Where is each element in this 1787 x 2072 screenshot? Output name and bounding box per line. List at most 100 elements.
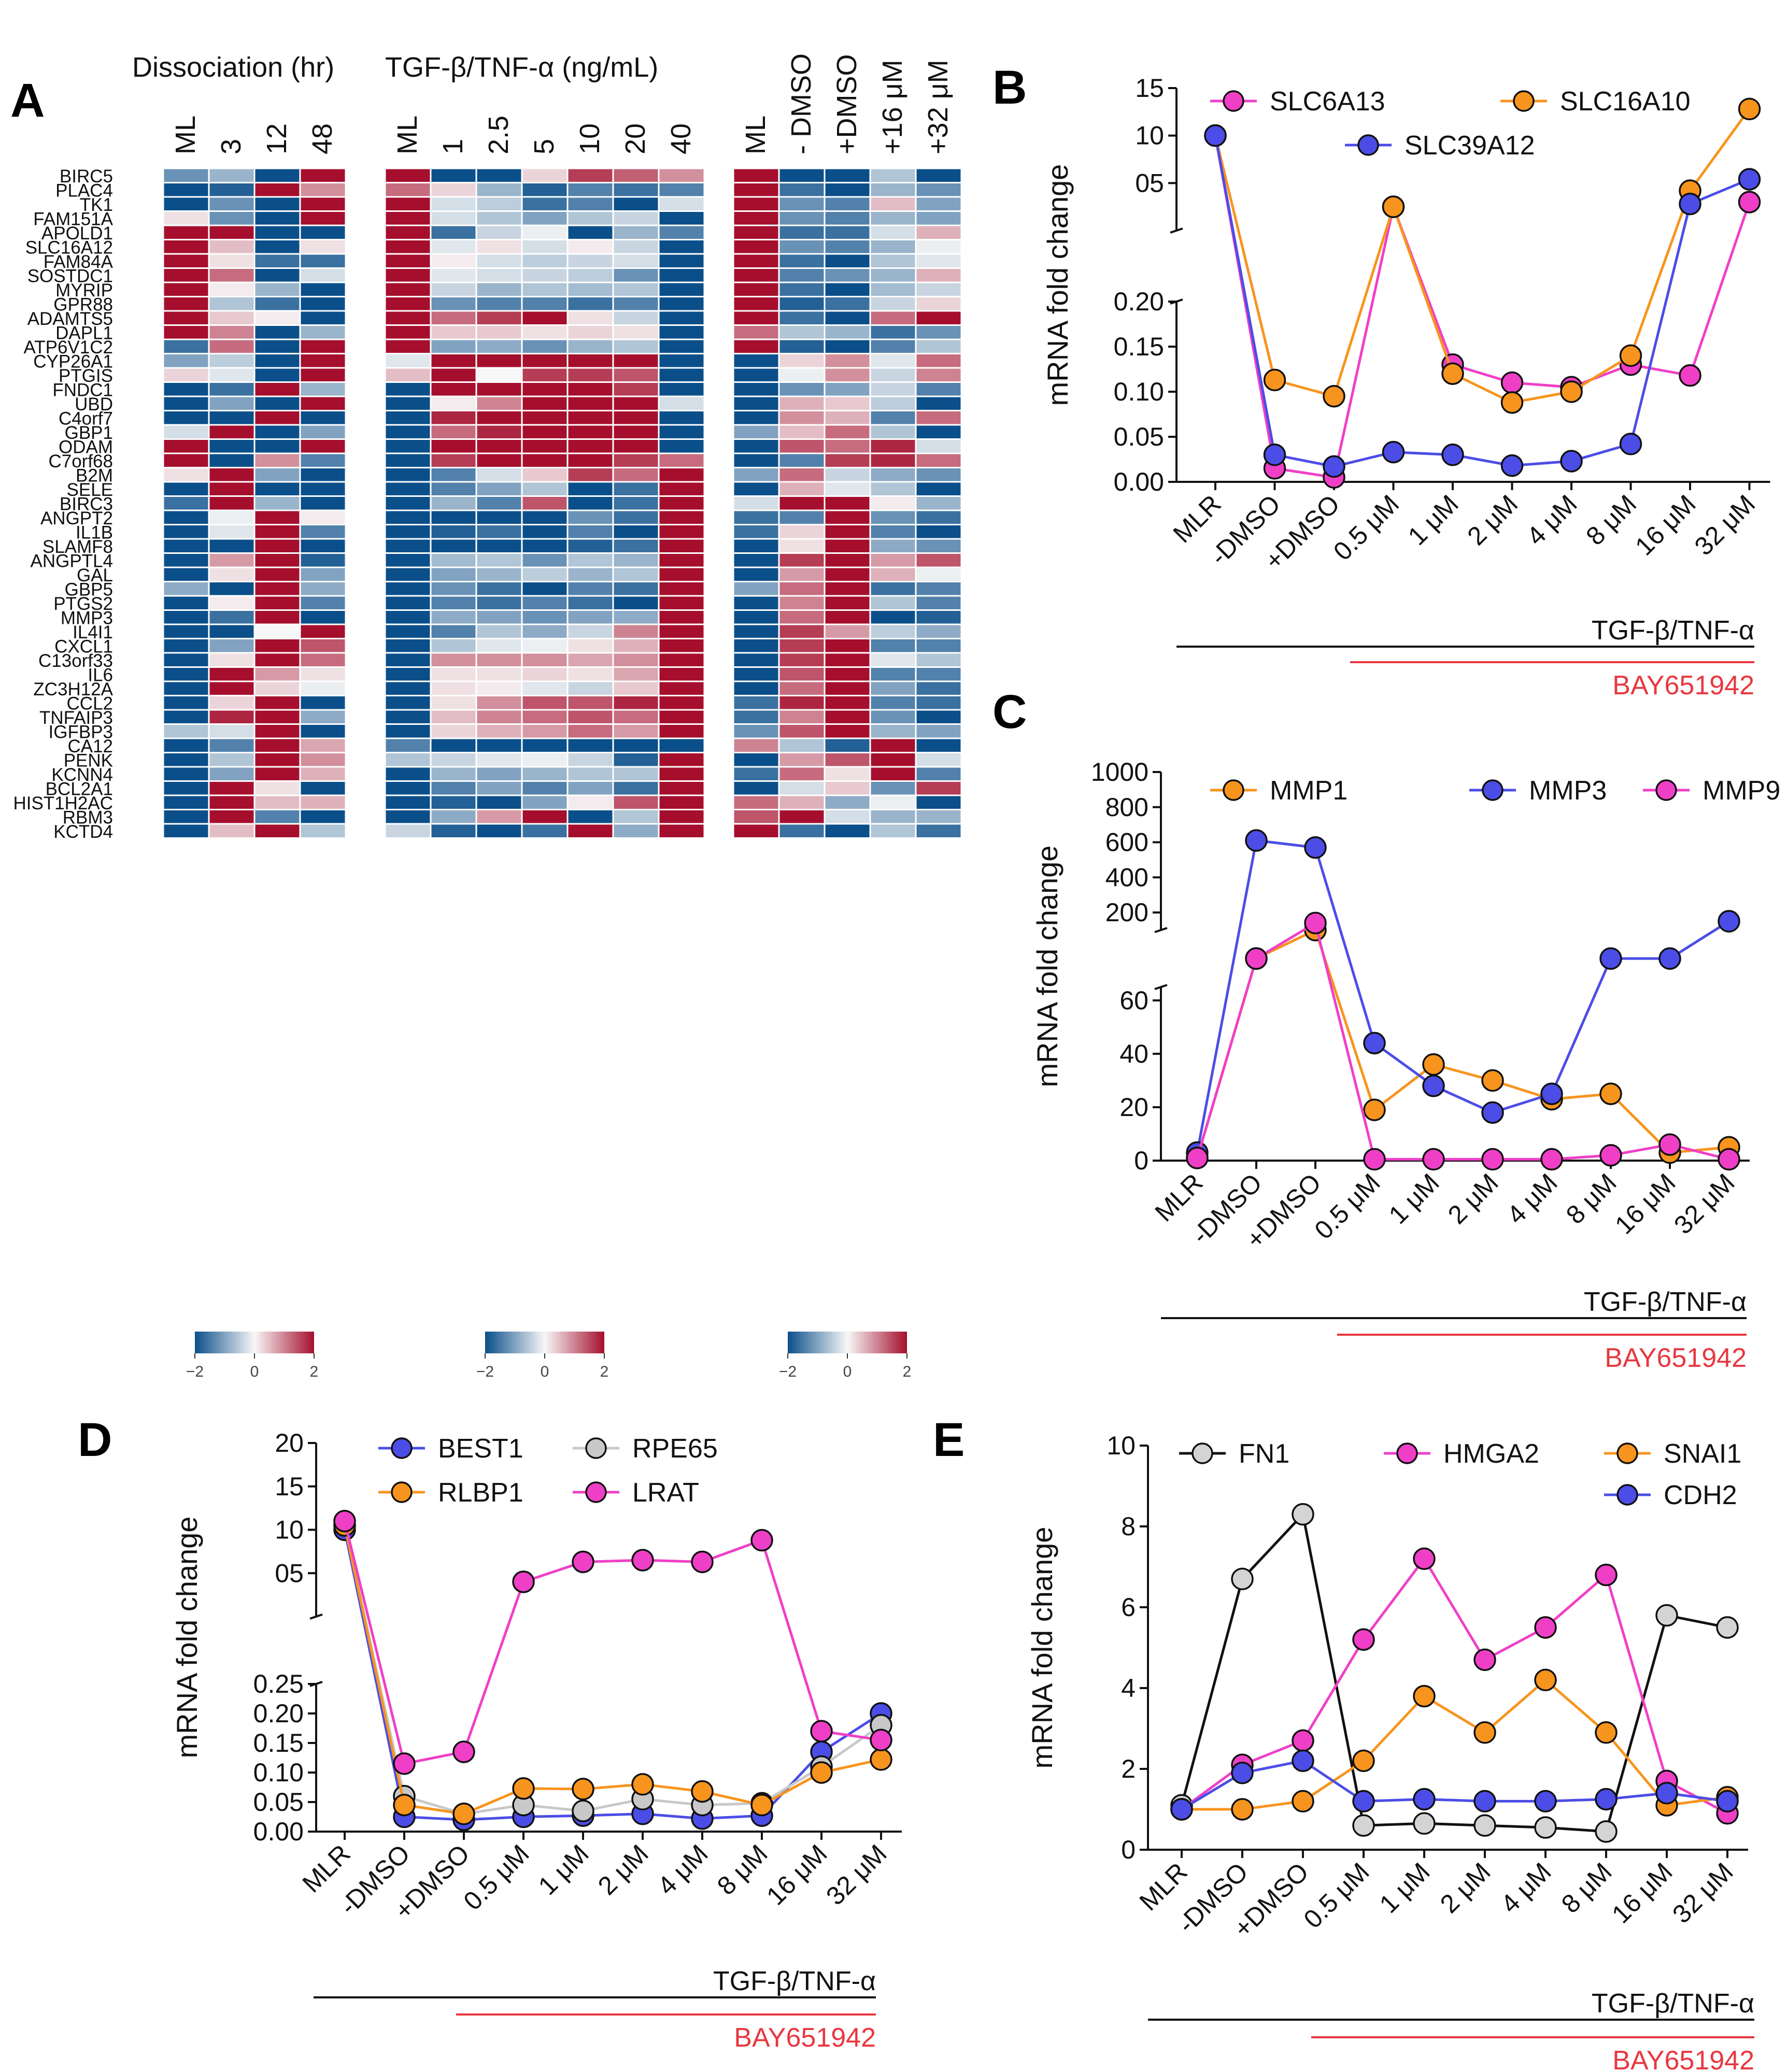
y-tick-label: 15: [1135, 74, 1164, 103]
legend-label: MMP1: [1270, 776, 1348, 806]
y-tick-label: 0.00: [1114, 467, 1164, 496]
heatmap-column-label: 48: [307, 123, 338, 154]
gene-label: MMP3: [61, 608, 113, 628]
heatmap-cell: [778, 780, 826, 796]
y-tick-label: 05: [1135, 168, 1164, 197]
heatmap-cell: [732, 794, 780, 810]
heatmap-cell: [299, 324, 347, 340]
heatmap-cell: [915, 666, 962, 682]
heatmap-cell: [732, 823, 780, 839]
data-point: [1534, 1616, 1557, 1639]
heatmap-cell: [521, 495, 569, 511]
heatmap-cell: [915, 167, 962, 183]
heatmap-cell: [162, 410, 210, 426]
data-point: [1716, 1790, 1739, 1813]
heatmap-cell: [299, 695, 347, 711]
heatmap-cell: [208, 438, 256, 454]
y-tick-label: 10: [1107, 1431, 1136, 1460]
axis-break-mark: [309, 1613, 323, 1620]
heatmap-cell: [162, 794, 210, 810]
gene-label: RBM3: [63, 807, 113, 827]
data-point: [1473, 1721, 1496, 1744]
heatmap-cell: [869, 595, 917, 611]
heatmap-cell: [475, 638, 523, 654]
data-point: [1245, 829, 1268, 852]
heatmap-cell: [658, 823, 705, 839]
heatmap-cell: [732, 296, 780, 312]
heatmap-cell: [732, 310, 780, 326]
heatmap-cell: [732, 338, 780, 354]
legend-marker: [1223, 90, 1244, 112]
heatmap-cell: [869, 196, 917, 212]
y-tick-label: 10: [1135, 121, 1164, 150]
heatmap-cell: [521, 210, 569, 226]
inhibitor-label: BAY651942: [1612, 2046, 1754, 2072]
heatmap-cell: [208, 780, 256, 796]
heatmap-cell: [612, 538, 660, 554]
heatmap-cell: [732, 481, 780, 497]
heatmap-cell: [208, 766, 256, 782]
heatmap-cell: [566, 253, 614, 269]
heatmap-cell: [208, 794, 256, 810]
heatmap-cell: [208, 809, 256, 825]
heatmap-cell: [778, 224, 826, 240]
heatmap-cell: [732, 581, 780, 597]
heatmap-cell: [824, 481, 871, 497]
data-point: [631, 1549, 654, 1571]
heatmap-cell: [732, 495, 780, 511]
heatmap-cell: [475, 823, 523, 839]
heatmap-cell: [208, 196, 256, 212]
heatmap-cell: [475, 666, 523, 682]
heatmap-cell: [869, 566, 917, 582]
heatmap-cell: [612, 324, 660, 340]
heatmap-cell: [475, 310, 523, 326]
gene-label: C13orf33: [38, 651, 113, 671]
heatmap-cell: [869, 538, 917, 554]
series-line: [1196, 839, 1730, 1153]
legend-marker: [1616, 1484, 1638, 1506]
heatmap-cell: [778, 809, 826, 825]
heatmap-group-header: TGF-β/TNF-α (ng/mL): [385, 52, 658, 83]
heatmap-panel: BIRC5PLAC4TK1FAM151AAPOLD1SLC16A12FAM84A…: [13, 52, 962, 1380]
heatmap-cell: [658, 737, 705, 753]
data-point: [1540, 1082, 1563, 1105]
heatmap-cell: [824, 752, 871, 768]
heatmap-cell: [612, 652, 660, 668]
gene-label: UBD: [75, 394, 113, 415]
heatmap-cell: [299, 210, 347, 226]
data-point: [512, 1570, 535, 1593]
heatmap-cell: [566, 324, 614, 340]
heatmap-cell: [475, 695, 523, 711]
data-point: [750, 1793, 773, 1817]
y-tick-label: 0.10: [1114, 377, 1164, 406]
heatmap-cell: [475, 623, 523, 639]
panel-letter-c: C: [992, 685, 1027, 738]
data-point: [1540, 1148, 1563, 1171]
heatmap-cell: [915, 538, 962, 554]
heatmap-cell: [384, 809, 432, 825]
data-point: [1413, 1684, 1436, 1708]
heatmap-cell: [566, 737, 614, 753]
heatmap-cell: [824, 524, 871, 540]
heatmap-cell: [521, 239, 569, 255]
heatmap-cell: [208, 709, 256, 725]
gene-label: ATP6V1C2: [24, 337, 114, 358]
heatmap-cell: [915, 381, 962, 397]
heatmap-cell: [732, 438, 780, 454]
heatmap-cell: [732, 182, 780, 198]
heatmap-column-label: 40: [665, 123, 697, 154]
heatmap-cell: [824, 780, 871, 796]
heatmap-cell: [253, 224, 301, 240]
heatmap-cell: [869, 452, 917, 468]
heatmap-cell: [430, 780, 477, 796]
gene-label: ODAM: [59, 437, 113, 457]
heatmap-cell: [253, 538, 301, 554]
data-point: [691, 1550, 714, 1574]
heatmap-cell: [566, 438, 614, 454]
heatmap-cell: [612, 609, 660, 625]
heatmap-cell: [658, 709, 705, 725]
heatmap-cell: [732, 267, 780, 283]
y-tick-label: 0.00: [253, 1817, 304, 1846]
gene-label: KCNN4: [51, 765, 113, 785]
heatmap-cell: [824, 167, 871, 183]
